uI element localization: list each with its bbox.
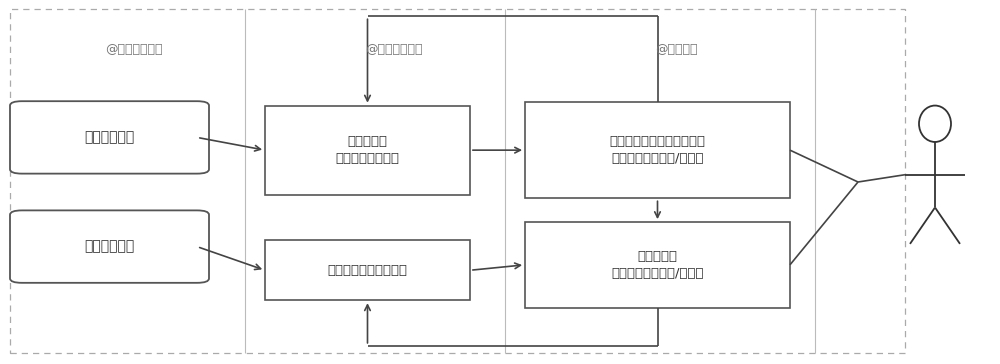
Bar	[525, 222, 790, 308]
Bar	[265, 106, 470, 195]
FancyBboxPatch shape	[10, 210, 209, 283]
Text: 离场航班信息: 离场航班信息	[84, 240, 135, 254]
Ellipse shape	[919, 106, 951, 142]
Text: 分配停机位
（按规则自动分配/手动）: 分配停机位 （按规则自动分配/手动）	[611, 250, 704, 280]
Text: @数据处理模块: @数据处理模块	[365, 43, 422, 56]
Bar	[525, 102, 790, 198]
FancyBboxPatch shape	[10, 101, 209, 174]
Text: 选择当前待分配停机位航班
（按规则自动选择/手动）: 选择当前待分配停机位航班 （按规则自动选择/手动）	[610, 135, 706, 165]
Text: 更新停机位占用甘特图: 更新停机位占用甘特图	[328, 264, 408, 277]
Text: @信息采集模块: @信息采集模块	[105, 43, 162, 56]
Bar	[265, 240, 470, 300]
Bar	[10, 9, 905, 353]
Text: @控制模块: @控制模块	[655, 43, 698, 56]
Text: 更新待分配
停机位的航班队列: 更新待分配 停机位的航班队列	[336, 135, 400, 165]
Text: 进场航班信息: 进场航班信息	[84, 130, 135, 145]
